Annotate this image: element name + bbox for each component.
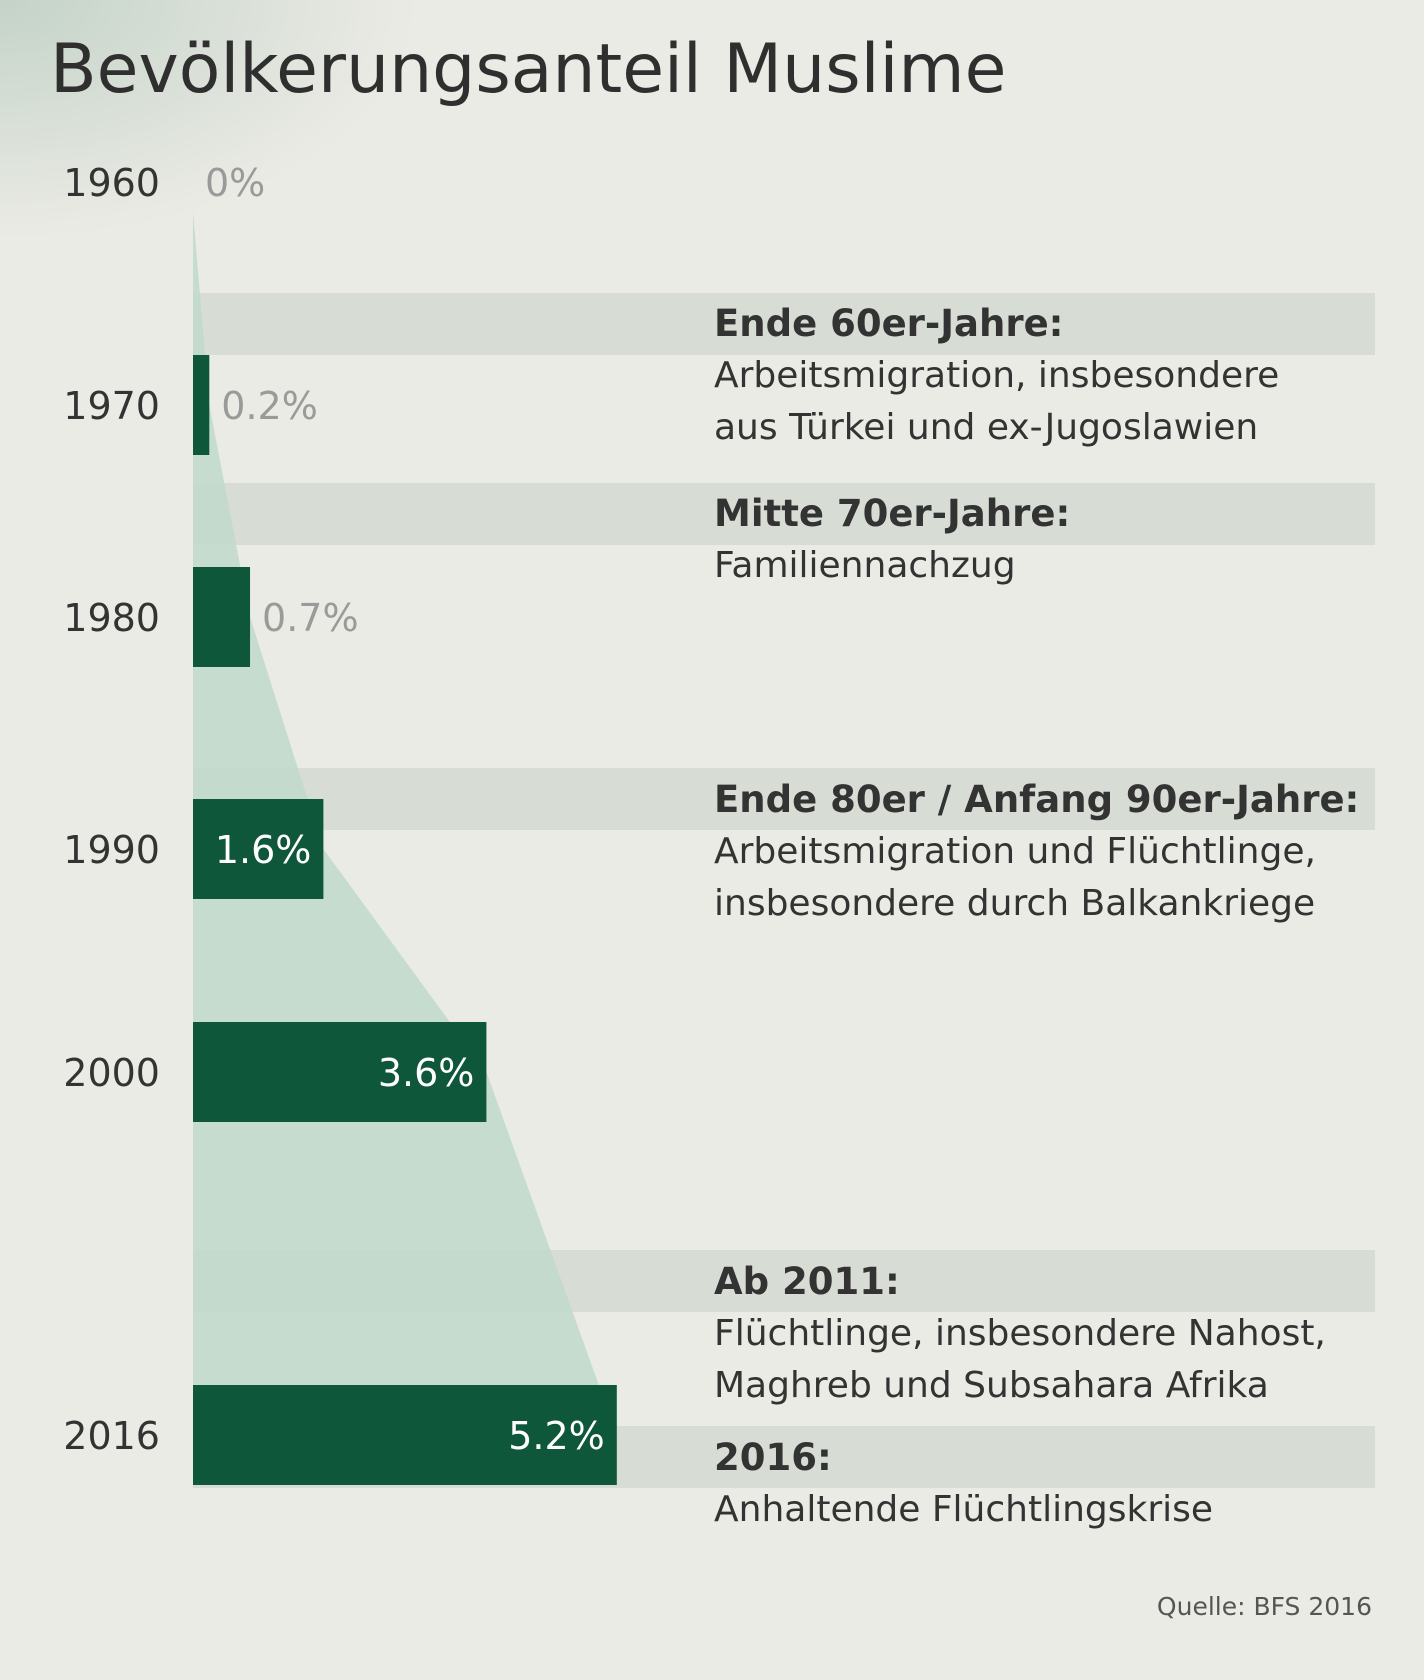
category-label-1960: 1960 xyxy=(63,161,160,205)
bar-1970 xyxy=(193,355,210,455)
annotation-heading: Mitte 70er-Jahre: xyxy=(714,492,1071,535)
annotation-4: Ab 2011: Flüchtlinge, insbesondere Nahost… xyxy=(714,1256,1394,1412)
trend-area xyxy=(193,212,617,1485)
value-label-1980: 0.7% xyxy=(262,596,359,640)
category-label-2016: 2016 xyxy=(63,1414,160,1458)
source-note: Quelle: BFS 2016 xyxy=(1156,1592,1372,1621)
value-label-1970: 0.2% xyxy=(221,384,318,428)
bar-2000 xyxy=(193,1022,487,1122)
annotation-text: insbesondere durch Balkankriege xyxy=(714,883,1316,924)
bar-1980 xyxy=(193,567,251,667)
annotation-3: Ende 80er / Anfang 90er-Jahre: Arbeitsmig… xyxy=(714,774,1394,930)
category-label-2000: 2000 xyxy=(63,1051,160,1095)
category-label-1990: 1990 xyxy=(63,828,160,872)
annotation-band-1 xyxy=(193,293,1375,355)
annotation-text: Familiennachzug xyxy=(714,545,1016,586)
bar-2016 xyxy=(193,1385,617,1485)
annotation-2: Mitte 70er-Jahre: Familiennachzug xyxy=(714,488,1394,592)
value-label-1990: 1.6% xyxy=(215,828,312,872)
annotation-text: Maghreb und Subsahara Afrika xyxy=(714,1365,1269,1406)
annotation-text: Arbeitsmigration, insbesondere xyxy=(714,355,1280,396)
annotation-band-3 xyxy=(193,768,1375,830)
annotation-heading: Ab 2011: xyxy=(714,1260,900,1303)
annotation-text: Arbeitsmigration und Flüchtlinge, xyxy=(714,831,1316,872)
value-label-1960: 0% xyxy=(205,161,265,205)
annotation-5: 2016: Anhaltende Flüchtlingskrise xyxy=(714,1432,1394,1536)
annotation-1: Ende 60er-Jahre: Arbeitsmigration, insbes… xyxy=(714,298,1394,454)
annotation-heading: Ende 80er / Anfang 90er-Jahre: xyxy=(714,778,1360,821)
category-label-1980: 1980 xyxy=(63,596,160,640)
value-label-2000: 3.6% xyxy=(378,1051,475,1095)
annotation-band-2 xyxy=(193,483,1375,545)
annotation-heading: 2016: xyxy=(714,1436,832,1479)
bar-1990 xyxy=(193,799,324,899)
annotation-text: Flüchtlinge, insbesondere Nahost, xyxy=(714,1313,1326,1354)
value-label-2016: 5.2% xyxy=(508,1414,605,1458)
annotation-text: Anhaltende Flüchtlingskrise xyxy=(714,1489,1214,1530)
chart-title: Bevölkerungsanteil Muslime xyxy=(50,30,1007,109)
annotation-heading: Ende 60er-Jahre: xyxy=(714,302,1064,345)
category-label-1970: 1970 xyxy=(63,384,160,428)
annotation-text: aus Türkei und ex-Jugoslawien xyxy=(714,407,1259,448)
